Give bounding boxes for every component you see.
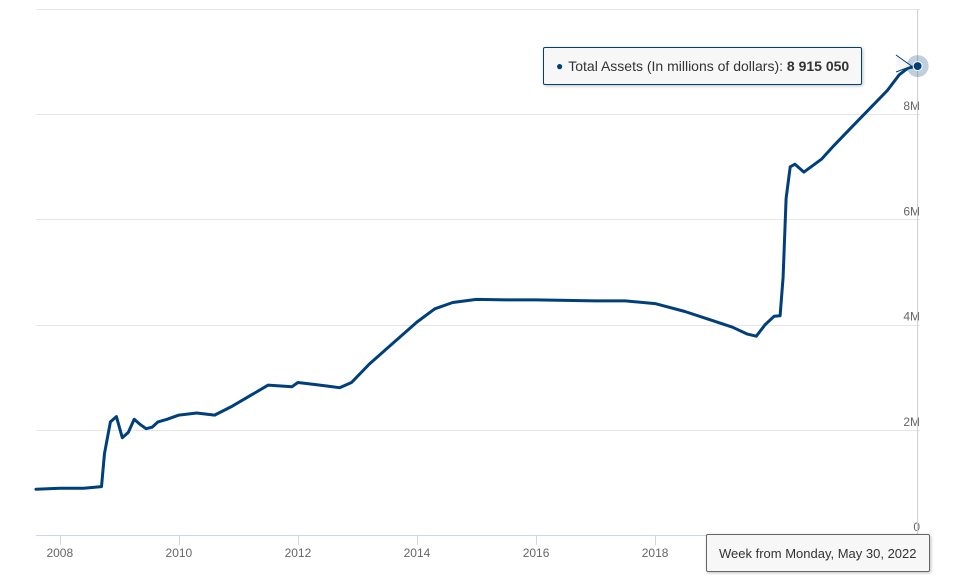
y-tick-label: 8M [903,99,920,113]
total-assets-line[interactable] [34,64,920,491]
y-grid-lines [36,9,920,431]
y-tick-label: 4M [903,310,920,324]
x-tick-label: 2010 [166,546,193,560]
tooltip-label: Total Assets (In millions of dollars): [568,58,783,74]
x-axis-tooltip: Week from Monday, May 30, 2022 [706,534,930,572]
x-tick-label: 2008 [46,546,73,560]
y-tick-label: 2M [903,415,920,429]
x-tick-label: 2012 [285,546,312,560]
y-tick-label: 6M [903,204,920,218]
x-tick-label: 2018 [642,546,669,560]
y-axis-labels: 0 2M 4M 6M 8M [903,99,920,534]
series-dot-icon: ● [556,59,564,73]
x-tooltip-label: Week from Monday, May 30, 2022 [719,545,917,561]
tooltip-pointer [895,54,913,73]
tooltip-value: 8 915 050 [786,58,850,74]
hover-marker[interactable] [912,61,923,72]
series-tooltip: ● Total Assets (In millions of dollars):… [543,47,863,85]
y-tick-label: 0 [913,520,920,534]
x-axis-ticks: 2008 2010 2012 2014 2016 2018 [46,535,669,560]
x-tick-label: 2016 [523,546,550,560]
x-tick-label: 2014 [404,546,431,560]
